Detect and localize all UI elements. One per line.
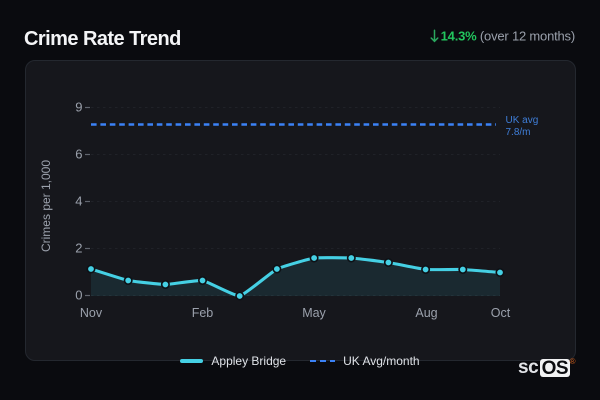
svg-text:May: May: [302, 306, 326, 320]
svg-text:UK avg: UK avg: [506, 115, 539, 126]
svg-text:Crimes per 1,000: Crimes per 1,000: [39, 160, 53, 252]
svg-text:Nov: Nov: [80, 306, 103, 320]
svg-text:Aug: Aug: [415, 306, 437, 320]
svg-text:2: 2: [75, 241, 82, 256]
svg-text:Feb: Feb: [192, 306, 214, 320]
svg-text:9: 9: [75, 100, 82, 115]
svg-text:0: 0: [75, 288, 82, 303]
svg-text:Oct: Oct: [491, 306, 511, 320]
svg-text:4: 4: [75, 194, 82, 209]
svg-text:6: 6: [75, 147, 82, 162]
svg-text:7.8/m: 7.8/m: [506, 127, 531, 138]
